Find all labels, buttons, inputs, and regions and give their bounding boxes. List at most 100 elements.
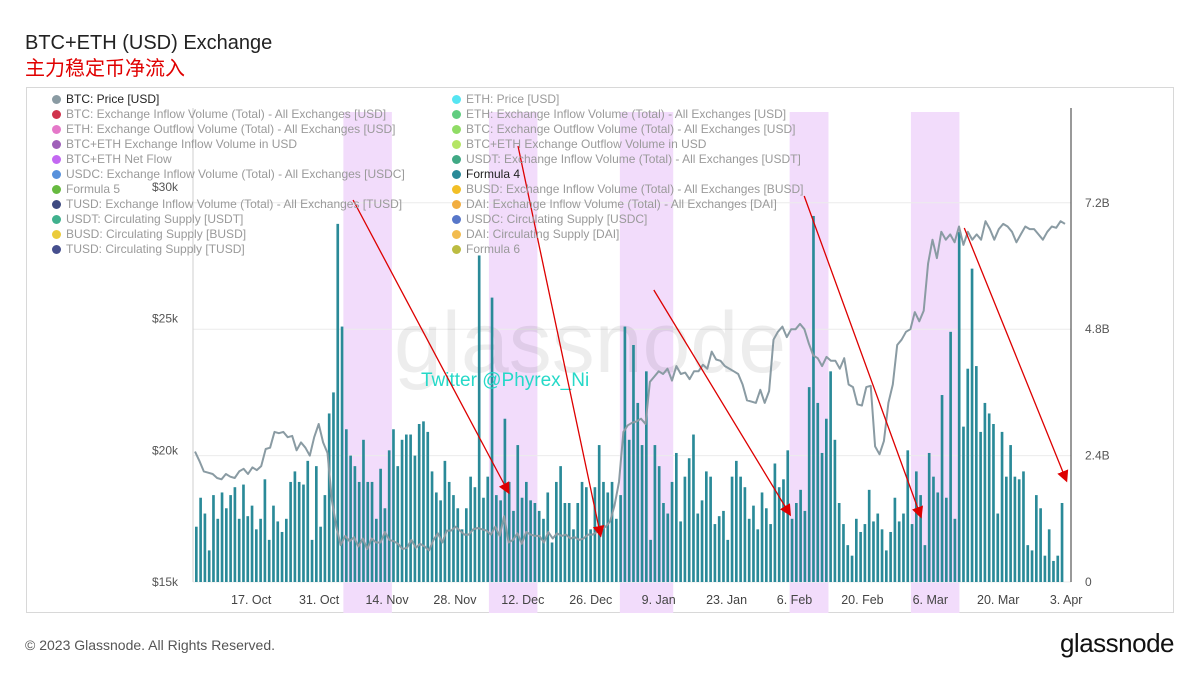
legend-item[interactable]: BTC+ETH Exchange Inflow Volume in USD (52, 137, 405, 152)
formula4-bar (512, 510, 515, 582)
formula4-bar (1022, 471, 1025, 582)
legend-item[interactable]: USDT: Exchange Inflow Volume (Total) - A… (452, 152, 803, 167)
formula4-bar (760, 492, 764, 582)
formula4-bar (332, 392, 335, 582)
formula4-bar (353, 466, 357, 582)
glassnode-logo: glassnode (1059, 628, 1175, 658)
formula4-bar (413, 455, 417, 582)
formula4-bar (259, 518, 262, 582)
formula4-bar (533, 503, 537, 582)
formula4-bar (477, 255, 481, 582)
formula4-bar (825, 418, 828, 582)
formula4-bar (902, 513, 905, 582)
legend-dot-icon (452, 170, 461, 179)
legend-dot-icon (52, 170, 61, 179)
legend-label: USDT: Circulating Supply [USDT] (66, 212, 244, 226)
legend-item[interactable]: BTC+ETH Exchange Outflow Volume in USD (452, 137, 803, 152)
formula4-bar (229, 495, 232, 582)
formula4-bar (306, 460, 310, 582)
x-axis-tick-label: 23. Jan (706, 593, 747, 607)
legend-label: BTC: Exchange Inflow Volume (Total) - Al… (66, 107, 387, 121)
formula4-bar (597, 445, 601, 582)
formula4-bar (730, 476, 734, 582)
legend-item[interactable]: BTC: Exchange Outflow Volume (Total) - A… (452, 122, 803, 137)
legend-item[interactable]: ETH: Exchange Inflow Volume (Total) - Al… (452, 107, 803, 122)
formula4-bar (1026, 545, 1030, 582)
legend-item[interactable]: ETH: Exchange Outflow Volume (Total) - A… (52, 122, 405, 137)
legend-item[interactable]: USDC: Circulating Supply [USDC] (452, 212, 803, 227)
formula4-bar (850, 555, 854, 582)
formula4-bar (752, 505, 755, 582)
formula4-bar (225, 508, 228, 582)
formula4-bar (1039, 508, 1042, 582)
formula4-bar (207, 550, 211, 582)
formula4-bar (537, 510, 541, 582)
formula4-bar (615, 518, 618, 582)
legend-item[interactable]: TUSD: Exchange Inflow Volume (Total) - A… (52, 197, 405, 212)
legend-item[interactable]: USDC: Exchange Inflow Volume (Total) - A… (52, 167, 405, 182)
formula4-bar (323, 495, 327, 582)
formula4-bar (212, 495, 215, 582)
legend-dot-icon (452, 140, 461, 149)
legend-label: TUSD: Exchange Inflow Volume (Total) - A… (66, 197, 403, 211)
formula4-bar (473, 487, 477, 582)
formula4-bar (456, 508, 460, 582)
formula4-bar (653, 445, 657, 582)
formula4-bar (696, 513, 700, 582)
legend-item[interactable]: Formula 4 (452, 167, 803, 182)
legend-item[interactable]: Formula 6 (452, 242, 803, 257)
formula4-bar (550, 542, 554, 582)
formula4-bar (623, 326, 627, 582)
formula4-bar (692, 434, 695, 582)
legend-dot-icon (52, 155, 61, 164)
formula4-bar (936, 492, 940, 582)
x-axis-tick-label: 31. Oct (299, 593, 340, 607)
formula4-bar (567, 503, 571, 582)
formula4-bar (263, 479, 267, 582)
legend-item[interactable]: DAI: Exchange Inflow Volume (Total) - Al… (452, 197, 803, 212)
btc-price-line (194, 220, 1066, 552)
formula4-bar (970, 268, 974, 582)
legend-dot-icon (452, 200, 461, 209)
formula4-bar (250, 505, 254, 582)
formula4-bar (992, 424, 995, 582)
legend-item[interactable]: ETH: Price [USD] (452, 92, 803, 107)
formula4-bar (786, 450, 790, 582)
legend-item[interactable]: BUSD: Circulating Supply [BUSD] (52, 227, 405, 242)
legend-item[interactable]: DAI: Circulating Supply [DAI] (452, 227, 803, 242)
x-axis-tick-label: 6. Mar (913, 593, 948, 607)
legend-item[interactable]: Formula 5 (52, 182, 405, 197)
formula4-bar (636, 402, 640, 582)
legend-item[interactable]: BTC+ETH Net Flow (52, 152, 405, 167)
formula4-bar (927, 452, 931, 582)
formula4-bar (773, 463, 777, 582)
formula4-bar (452, 495, 455, 582)
formula4-bar (246, 516, 250, 582)
formula4-bar (987, 413, 991, 582)
formula4-bar (289, 481, 292, 582)
formula4-bar (285, 518, 288, 582)
formula4-bar (503, 418, 507, 582)
legend-dot-icon (52, 185, 61, 194)
formula4-bar (383, 508, 387, 582)
legend-item[interactable]: BTC: Price [USD] (52, 92, 405, 107)
legend-item[interactable]: USDT: Circulating Supply [USDT] (52, 212, 405, 227)
legend-item[interactable]: TUSD: Circulating Supply [TUSD] (52, 242, 405, 257)
formula4-bar (460, 529, 464, 582)
formula4-bar (670, 481, 674, 582)
formula4-bar (375, 518, 378, 582)
formula4-bar (966, 368, 970, 582)
legend-item[interactable]: BTC: Exchange Inflow Volume (Total) - Al… (52, 107, 405, 122)
formula4-bar (199, 497, 202, 582)
legend-item[interactable]: BUSD: Exchange Inflow Volume (Total) - A… (452, 182, 803, 197)
legend-label: DAI: Circulating Supply [DAI] (466, 227, 620, 241)
formula4-bar (302, 484, 305, 582)
formula4-bar (495, 495, 498, 582)
formula4-bar (945, 497, 948, 582)
formula4-bar (632, 345, 635, 582)
formula4-bar (833, 439, 837, 582)
formula4-bar (370, 481, 374, 582)
x-axis-tick-label: 6. Feb (777, 593, 812, 607)
trend-arrow (517, 145, 605, 538)
formula4-bar (640, 445, 644, 582)
